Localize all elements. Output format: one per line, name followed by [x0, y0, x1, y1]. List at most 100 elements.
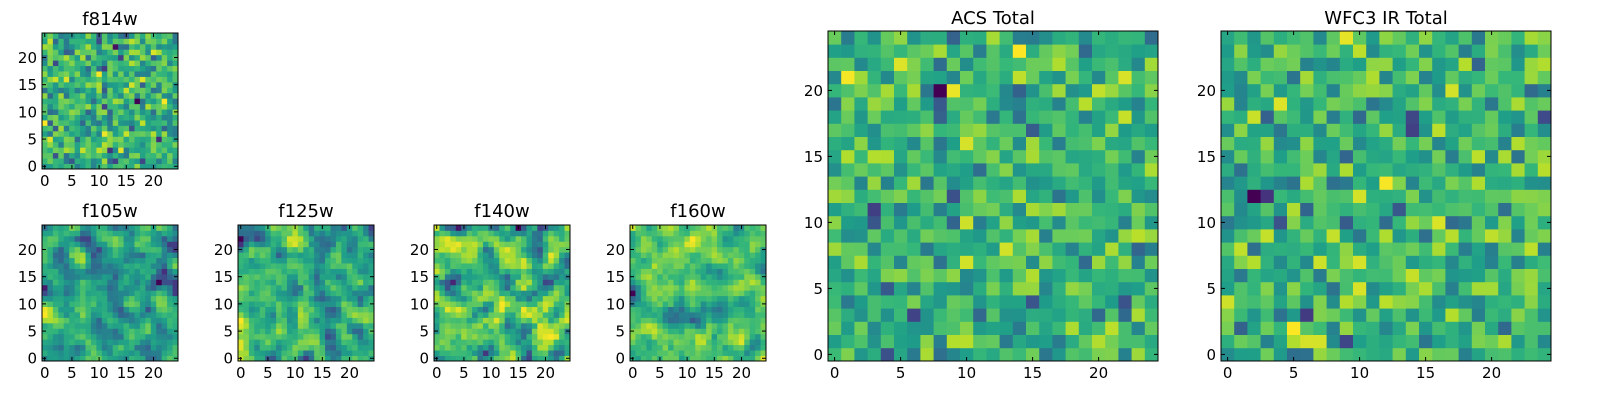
heatmap-wfc3-ir-total-cell — [1366, 31, 1380, 45]
heatmap-f105w-cell — [52, 350, 59, 356]
heatmap-wfc3-ir-total-cell — [1234, 295, 1248, 309]
heatmap-f105w-cell — [74, 355, 81, 362]
heatmap-acs-total-cell — [1026, 347, 1040, 362]
heatmap-wfc3-ir-total-cell — [1485, 281, 1499, 296]
heatmap-f140w-cell — [472, 263, 478, 269]
heatmap-f105w-cell — [47, 295, 54, 302]
heatmap-f140w-cell — [444, 328, 451, 335]
heatmap-f140w-cell — [542, 263, 549, 269]
heatmap-wfc3-ir-total-cell — [1511, 202, 1525, 217]
heatmap-wfc3-ir-total-cell — [1498, 321, 1512, 335]
heatmap-wfc3-ir-total-cell — [1511, 215, 1525, 230]
heatmap-f814w-cell — [74, 103, 81, 110]
heatmap-acs-total-cell — [1039, 242, 1053, 256]
heatmap-f160w-cell — [755, 268, 761, 275]
heatmap-f105w-cell — [129, 241, 135, 248]
heatmap-f125w-cell — [270, 333, 277, 340]
heatmap-f125w-cell — [259, 257, 266, 264]
heatmap-wfc3-ir-total-cell — [1485, 347, 1499, 362]
x-tick-label: 20 — [144, 364, 163, 382]
heatmap-wfc3-ir-total-cell — [1221, 295, 1235, 309]
heatmap-f814w-cell — [42, 114, 48, 121]
heatmap-acs-total-cell — [946, 321, 961, 335]
heatmap-f105w-cell — [134, 322, 141, 329]
heatmap-f814w-cell — [118, 71, 124, 77]
heatmap-acs-total-cell — [1092, 136, 1106, 151]
heatmap-f105w-cell — [74, 306, 81, 313]
heatmap-wfc3-ir-total-cell — [1234, 110, 1248, 124]
heatmap-f814w-cell — [156, 87, 163, 94]
heatmap-f140w-cell — [559, 290, 565, 297]
heatmap-wfc3-ir-total-cell — [1498, 110, 1512, 124]
y-tick-label: 15 — [18, 268, 37, 286]
heatmap-wfc3-ir-total-cell — [1432, 321, 1446, 335]
heatmap-f140w-cell — [455, 344, 462, 351]
heatmap-f140w-cell — [559, 246, 565, 253]
heatmap-wfc3-ir-total-cell — [1353, 347, 1367, 362]
heatmap-f125w-cell — [254, 268, 261, 275]
heatmap-f105w-cell — [96, 235, 103, 242]
heatmap-f125w-cell — [303, 339, 310, 346]
heatmap-acs-total-cell — [1012, 255, 1027, 269]
heatmap-f105w-cell — [134, 257, 141, 264]
heatmap-f814w-cell — [101, 49, 108, 56]
heatmap-f105w-cell — [112, 225, 119, 231]
heatmap-f814w-cell — [129, 163, 135, 170]
heatmap-f125w-cell — [303, 279, 310, 286]
heatmap-wfc3-ir-total-cell — [1366, 189, 1380, 203]
heatmap-f814w-cell — [112, 147, 119, 154]
heatmap-wfc3-ir-total-cell — [1498, 229, 1512, 243]
heatmap-f814w-cell — [85, 49, 92, 56]
heatmap-wfc3-ir-total-cell — [1471, 176, 1486, 190]
heatmap-f125w-cell — [363, 241, 369, 248]
heatmap-f125w-cell — [281, 312, 288, 318]
heatmap-wfc3-ir-total-cell — [1405, 347, 1420, 362]
heatmap-f160w-cell — [684, 263, 691, 269]
heatmap-f140w-cell — [510, 284, 516, 291]
heatmap-f105w-cell — [167, 273, 173, 280]
heatmap-acs-total-cell — [946, 163, 961, 177]
heatmap-f125w-cell — [341, 235, 348, 242]
heatmap-f814w-cell — [47, 98, 54, 105]
heatmap-f105w-cell — [156, 241, 163, 248]
heatmap-f105w-cell — [42, 322, 48, 329]
heatmap-f125w-cell — [325, 225, 331, 231]
heatmap-acs-total-cell — [986, 321, 1000, 335]
heatmap-wfc3-ir-total-cell — [1392, 242, 1407, 256]
heatmap-acs-total-cell — [1131, 70, 1146, 85]
heatmap-f140w-cell — [548, 301, 555, 307]
heatmap-f125w-cell — [308, 328, 315, 335]
x-tick-label: 20 — [536, 364, 555, 382]
heatmap-f105w-cell — [161, 284, 168, 291]
heatmap-f105w-cell — [58, 252, 65, 259]
heatmap-f105w-cell — [63, 246, 70, 253]
heatmap-acs-total-cell — [841, 347, 855, 362]
heatmap-f160w-cell — [646, 301, 653, 307]
heatmap-f125w-cell — [286, 295, 293, 302]
heatmap-wfc3-ir-total-cell — [1326, 123, 1341, 137]
heatmap-wfc3-ir-total-cell — [1445, 57, 1459, 71]
heatmap-acs-total-cell — [1092, 255, 1106, 269]
heatmap-f105w-cell — [167, 350, 173, 356]
heatmap-f105w-cell — [74, 290, 81, 297]
heatmap-f160w-cell — [673, 273, 680, 280]
heatmap-f140w-cell — [499, 350, 506, 356]
heatmap-f160w-cell — [700, 328, 707, 335]
heatmap-f140w-cell — [499, 333, 506, 340]
heatmap-f160w-cell — [749, 230, 756, 237]
heatmap-acs-total-cell — [960, 347, 974, 362]
heatmap-f814w-cell — [47, 130, 54, 137]
heatmap-f140w-cell — [553, 241, 560, 248]
heatmap-acs-total-cell — [1052, 136, 1066, 151]
heatmap-f125w-cell — [335, 246, 342, 253]
heatmap-acs-total-cell — [1092, 176, 1106, 190]
heatmap-f140w-cell — [531, 290, 538, 297]
heatmap-f140w-cell — [559, 312, 565, 318]
heatmap-wfc3-ir-total-cell — [1366, 57, 1380, 71]
heatmap-f814w-cell — [90, 87, 97, 94]
heatmap-acs-total-cell — [1078, 334, 1093, 349]
heatmap-wfc3-ir-total-cell — [1313, 110, 1327, 124]
heatmap-f160w-cell — [678, 284, 685, 291]
heatmap-acs-total-cell — [960, 31, 974, 45]
heatmap-wfc3-ir-total-cell — [1234, 308, 1248, 322]
